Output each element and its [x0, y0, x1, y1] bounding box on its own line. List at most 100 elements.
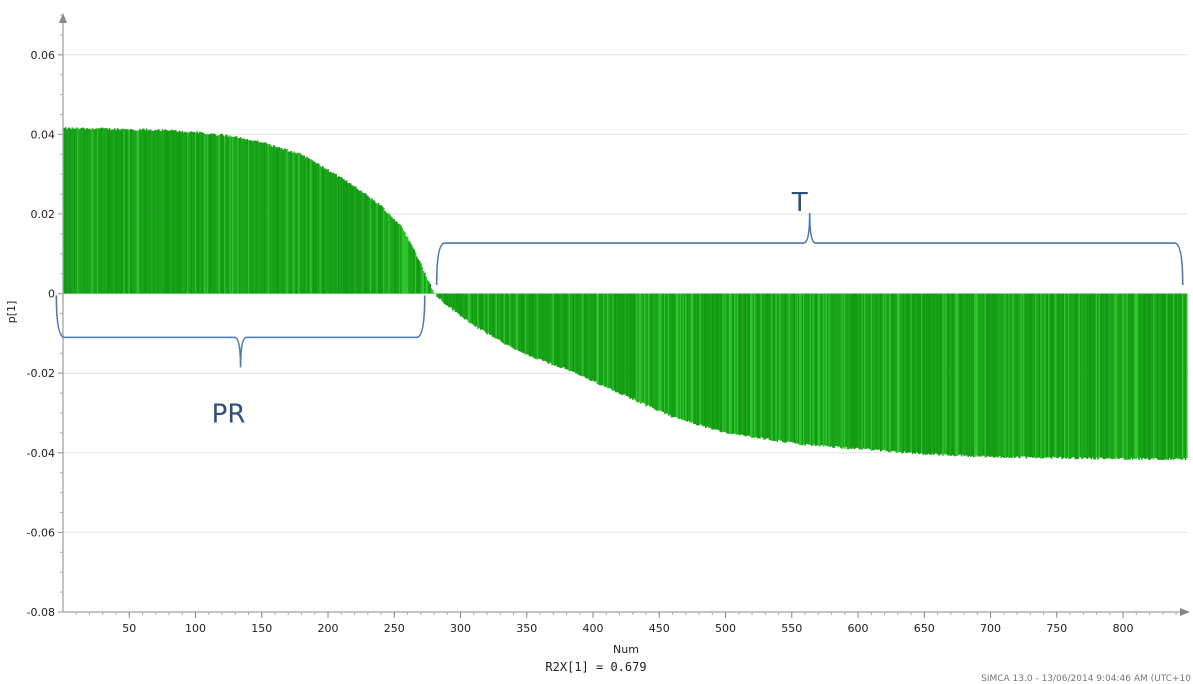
bar [1114, 293, 1117, 459]
bar [490, 293, 492, 335]
bar [481, 293, 483, 330]
bar [1167, 293, 1170, 460]
bar [1148, 293, 1151, 461]
bar [658, 293, 661, 411]
bar [829, 293, 832, 447]
bar [893, 293, 895, 451]
bar [686, 293, 689, 422]
bar [1168, 293, 1171, 459]
bar [233, 136, 235, 294]
bar [1001, 293, 1004, 457]
bar [568, 293, 571, 372]
bar [869, 293, 871, 450]
bar [209, 133, 211, 294]
bar [1081, 293, 1083, 460]
bar [292, 151, 295, 294]
bar [294, 152, 296, 294]
bar [196, 131, 198, 294]
bar [1158, 293, 1160, 461]
bar [722, 293, 724, 432]
bar [952, 293, 955, 456]
bar [841, 293, 844, 449]
bar [1143, 293, 1146, 459]
bar [542, 293, 544, 361]
bar [359, 191, 361, 294]
bar [1032, 293, 1034, 459]
bar [1102, 293, 1105, 459]
bar [190, 131, 193, 294]
bar [137, 130, 140, 294]
bar [742, 293, 744, 435]
bar [600, 293, 602, 386]
bar [644, 293, 646, 404]
bar [943, 293, 946, 454]
bar [1174, 293, 1176, 459]
bar [885, 293, 887, 452]
bar [438, 293, 441, 300]
bar [951, 293, 954, 456]
bar [451, 293, 454, 311]
bar [942, 293, 944, 456]
bar [1057, 293, 1060, 459]
bar [223, 136, 226, 294]
bar [663, 293, 666, 415]
bar [246, 139, 249, 294]
bar [433, 293, 435, 295]
bar [1176, 293, 1179, 459]
bar [736, 293, 739, 435]
bar [532, 293, 535, 358]
bar [862, 293, 865, 449]
bar [1105, 293, 1107, 459]
bar [1005, 293, 1008, 458]
bar [1042, 293, 1045, 459]
bar [315, 163, 318, 294]
bar [702, 293, 704, 427]
bar [1073, 293, 1075, 458]
bar [377, 202, 380, 294]
bar [206, 134, 209, 294]
bar [573, 293, 576, 372]
bar [889, 293, 891, 453]
bar [356, 188, 359, 294]
bar [564, 293, 567, 369]
bar [164, 129, 166, 294]
y-tick-label: 0.06 [31, 49, 56, 62]
x-tick-label: 650 [914, 622, 935, 635]
bar [977, 293, 980, 456]
bar [178, 130, 181, 294]
bar [200, 131, 202, 294]
bar [277, 147, 279, 294]
bar [227, 136, 230, 294]
bar [100, 127, 103, 294]
bar [348, 183, 351, 294]
bar [999, 293, 1001, 457]
bar [964, 293, 967, 456]
y-axis-arrow [59, 13, 67, 23]
bar [286, 148, 288, 294]
bar [1060, 293, 1062, 457]
bar [68, 127, 71, 294]
bar [716, 293, 719, 430]
bar [804, 293, 806, 446]
bar [673, 293, 675, 417]
bar [1126, 293, 1128, 460]
bar [250, 140, 253, 294]
bar [66, 129, 68, 294]
bar [763, 293, 765, 440]
bar [217, 135, 219, 294]
bar [1027, 293, 1029, 457]
bar [822, 293, 825, 447]
bar [605, 293, 608, 387]
bar [474, 293, 477, 327]
bar [457, 293, 459, 314]
bar [441, 293, 443, 302]
bar [950, 293, 952, 457]
bar [907, 293, 910, 453]
bar [719, 293, 722, 432]
bar [579, 293, 581, 376]
bar [813, 293, 816, 445]
bar [610, 293, 613, 390]
bar [205, 134, 208, 294]
bar [1046, 293, 1049, 458]
bar [621, 293, 624, 396]
